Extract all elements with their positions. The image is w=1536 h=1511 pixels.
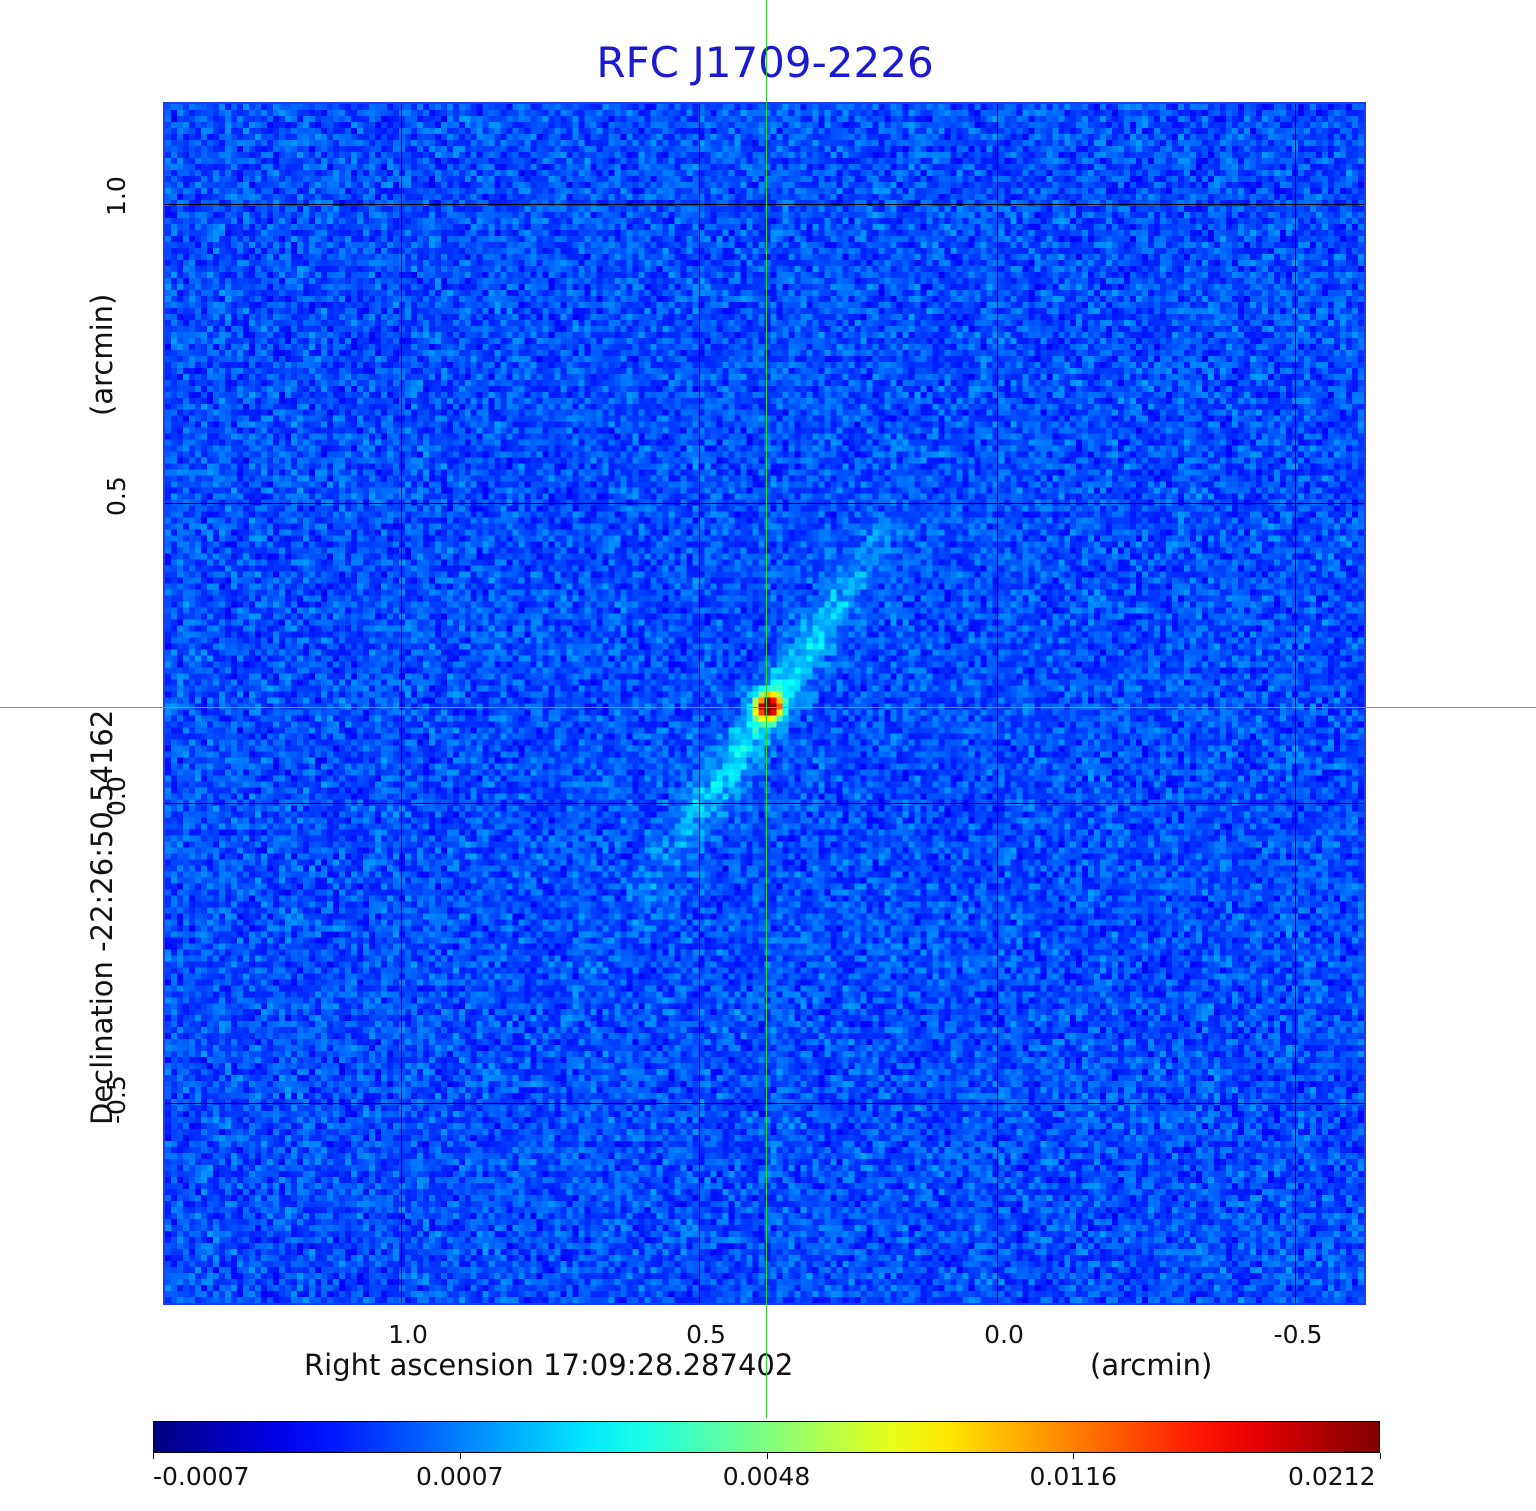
dec-gridline [165, 503, 1364, 504]
dec-gridline [165, 1103, 1364, 1104]
colorbar-tick-label: 0.0007 [416, 1464, 503, 1489]
colorbar [153, 1421, 1380, 1453]
ra-gridline [997, 104, 998, 1303]
dec-gridline [165, 204, 1364, 205]
y-tick-label: 1.0 [104, 176, 129, 216]
ra-gridline [699, 104, 700, 1303]
y-axis-unit: (arcmin) [88, 294, 117, 416]
colorbar-tick-label: 0.0212 [1288, 1464, 1375, 1489]
colorbar-tick [1073, 1453, 1074, 1459]
x-axis-unit: (arcmin) [1090, 1351, 1212, 1380]
map-title: RFC J1709-2226 [0, 42, 1530, 84]
colorbar-tick [460, 1453, 461, 1459]
y-axis-label: Declination -22:26:50.54162 [88, 710, 117, 1125]
x-tick-label: -0.5 [1274, 1322, 1323, 1347]
x-tick-label: 0.5 [686, 1322, 726, 1347]
colorbar-tick-label: -0.0007 [153, 1464, 250, 1489]
y-tick-label: 0.5 [104, 476, 129, 516]
colorbar-tick [153, 1453, 154, 1459]
x-axis-label: Right ascension 17:09:28.287402 [304, 1351, 793, 1380]
colorbar-tick-label: 0.0048 [723, 1464, 810, 1489]
dec-gridline [165, 803, 1364, 804]
crosshair-vertical [766, 0, 767, 1418]
crosshair-horizontal [0, 707, 1536, 708]
x-tick-label: 1.0 [388, 1322, 428, 1347]
colorbar-tick [1380, 1453, 1381, 1459]
colorbar-tick [767, 1453, 768, 1459]
colorbar-tick-label: 0.0116 [1030, 1464, 1117, 1489]
x-tick-label: 0.0 [984, 1322, 1024, 1347]
ra-gridline [1295, 104, 1296, 1303]
ra-gridline [401, 104, 402, 1303]
radio-image-panel[interactable] [163, 102, 1366, 1305]
intensity-map[interactable] [165, 104, 1364, 1303]
